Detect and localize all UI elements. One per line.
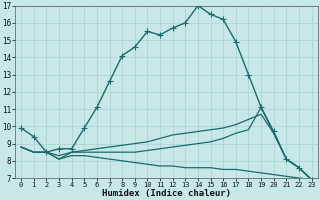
X-axis label: Humidex (Indice chaleur): Humidex (Indice chaleur) — [102, 189, 231, 198]
